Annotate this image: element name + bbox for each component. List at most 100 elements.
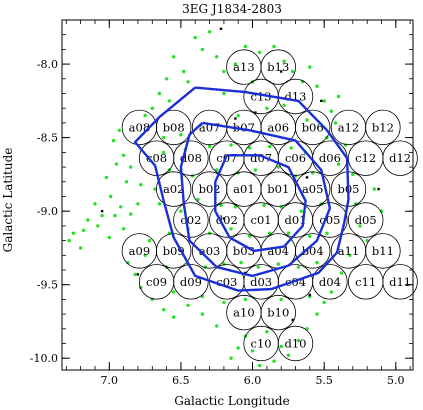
field-circle bbox=[382, 264, 418, 300]
source-point bbox=[248, 234, 252, 238]
field-circle bbox=[173, 202, 209, 238]
field-label: a03 bbox=[199, 244, 221, 258]
source-point bbox=[150, 106, 154, 110]
source-point bbox=[71, 231, 76, 235]
source-point bbox=[186, 80, 190, 84]
field-label: a11 bbox=[338, 244, 360, 258]
field-label: d12 bbox=[389, 151, 411, 165]
field-label: c09 bbox=[146, 275, 167, 289]
field-label: c01 bbox=[251, 213, 272, 227]
field-label: d04 bbox=[319, 275, 341, 289]
y-tick-label: -9.5 bbox=[37, 279, 58, 292]
field-label: a12 bbox=[338, 120, 360, 134]
source-point bbox=[322, 99, 326, 103]
source-point bbox=[248, 146, 252, 150]
y-tick-label: -8.0 bbox=[37, 58, 58, 71]
source-point bbox=[276, 262, 280, 266]
field-circle bbox=[173, 264, 209, 300]
field-circle bbox=[312, 264, 348, 300]
field-label: a07 bbox=[199, 120, 221, 134]
source-point bbox=[279, 344, 283, 349]
field-label: c12 bbox=[355, 151, 376, 165]
field-label: d10 bbox=[285, 337, 307, 351]
source-point bbox=[272, 359, 276, 363]
source-point bbox=[315, 84, 319, 88]
source-point bbox=[289, 146, 293, 150]
field-circle bbox=[295, 233, 331, 269]
source-point bbox=[336, 162, 341, 166]
field-label: c02 bbox=[180, 213, 201, 227]
source-point bbox=[136, 202, 140, 206]
field-label: a01 bbox=[233, 182, 255, 196]
field-circle bbox=[295, 171, 331, 207]
source-point bbox=[265, 330, 269, 334]
field-circle bbox=[260, 294, 296, 331]
source-point bbox=[147, 238, 152, 243]
field-circle bbox=[382, 140, 418, 176]
source-point bbox=[117, 128, 122, 132]
source-point bbox=[162, 135, 166, 140]
source-point bbox=[215, 55, 219, 59]
source-point bbox=[193, 35, 197, 40]
field-circle bbox=[260, 49, 296, 85]
source-point bbox=[196, 197, 200, 202]
x-tick-label: 7.0 bbox=[101, 374, 119, 387]
field-label: d05 bbox=[355, 213, 377, 227]
contour-line bbox=[214, 154, 307, 253]
source-point bbox=[139, 183, 143, 187]
black-point bbox=[219, 27, 223, 30]
field-label: a08 bbox=[129, 120, 151, 134]
source-point bbox=[236, 346, 240, 350]
source-point bbox=[296, 338, 301, 343]
source-point bbox=[143, 113, 147, 118]
field-circle bbox=[295, 109, 331, 146]
black-point bbox=[100, 210, 104, 213]
x-tick-label: 5.0 bbox=[387, 374, 405, 387]
source-point bbox=[119, 205, 123, 209]
source-point bbox=[200, 47, 205, 52]
y-tick-label: -10.0 bbox=[30, 352, 58, 365]
field-label: d06 bbox=[319, 151, 341, 165]
source-point bbox=[129, 165, 133, 169]
source-point bbox=[325, 231, 329, 235]
source-point bbox=[104, 175, 109, 180]
source-point bbox=[358, 224, 362, 228]
source-point bbox=[157, 202, 162, 206]
y-tick-label: -9.0 bbox=[37, 205, 58, 218]
source-point bbox=[121, 227, 126, 231]
source-point bbox=[276, 165, 280, 169]
field-label: d09 bbox=[180, 275, 202, 289]
black-point bbox=[222, 217, 226, 220]
field-label: b04 bbox=[302, 244, 324, 258]
field-circle bbox=[312, 202, 348, 238]
source-point bbox=[133, 272, 137, 277]
source-point bbox=[308, 234, 312, 238]
source-point bbox=[282, 103, 286, 108]
contour-line bbox=[179, 121, 332, 278]
field-label: a05 bbox=[302, 182, 324, 196]
source-point bbox=[179, 133, 183, 137]
source-point bbox=[162, 308, 166, 312]
source-point bbox=[153, 187, 157, 191]
source-point bbox=[243, 44, 248, 49]
source-point bbox=[219, 203, 223, 207]
source-point bbox=[186, 303, 190, 307]
field-label: b02 bbox=[199, 182, 221, 196]
field-label: b12 bbox=[372, 120, 394, 134]
source-point bbox=[372, 187, 376, 191]
source-point bbox=[322, 300, 326, 305]
field-circle bbox=[277, 325, 314, 362]
source-point bbox=[282, 59, 286, 63]
source-point bbox=[243, 297, 248, 302]
black-point bbox=[291, 318, 294, 322]
source-point bbox=[286, 353, 291, 357]
source-point bbox=[179, 209, 183, 213]
field-label: b08 bbox=[163, 120, 185, 134]
source-point bbox=[229, 356, 233, 360]
y-tick-label: -8.5 bbox=[37, 132, 58, 145]
source-point bbox=[291, 69, 295, 74]
field-label: c11 bbox=[355, 275, 376, 289]
field-label: b13 bbox=[267, 60, 289, 74]
contour-line bbox=[133, 86, 350, 292]
